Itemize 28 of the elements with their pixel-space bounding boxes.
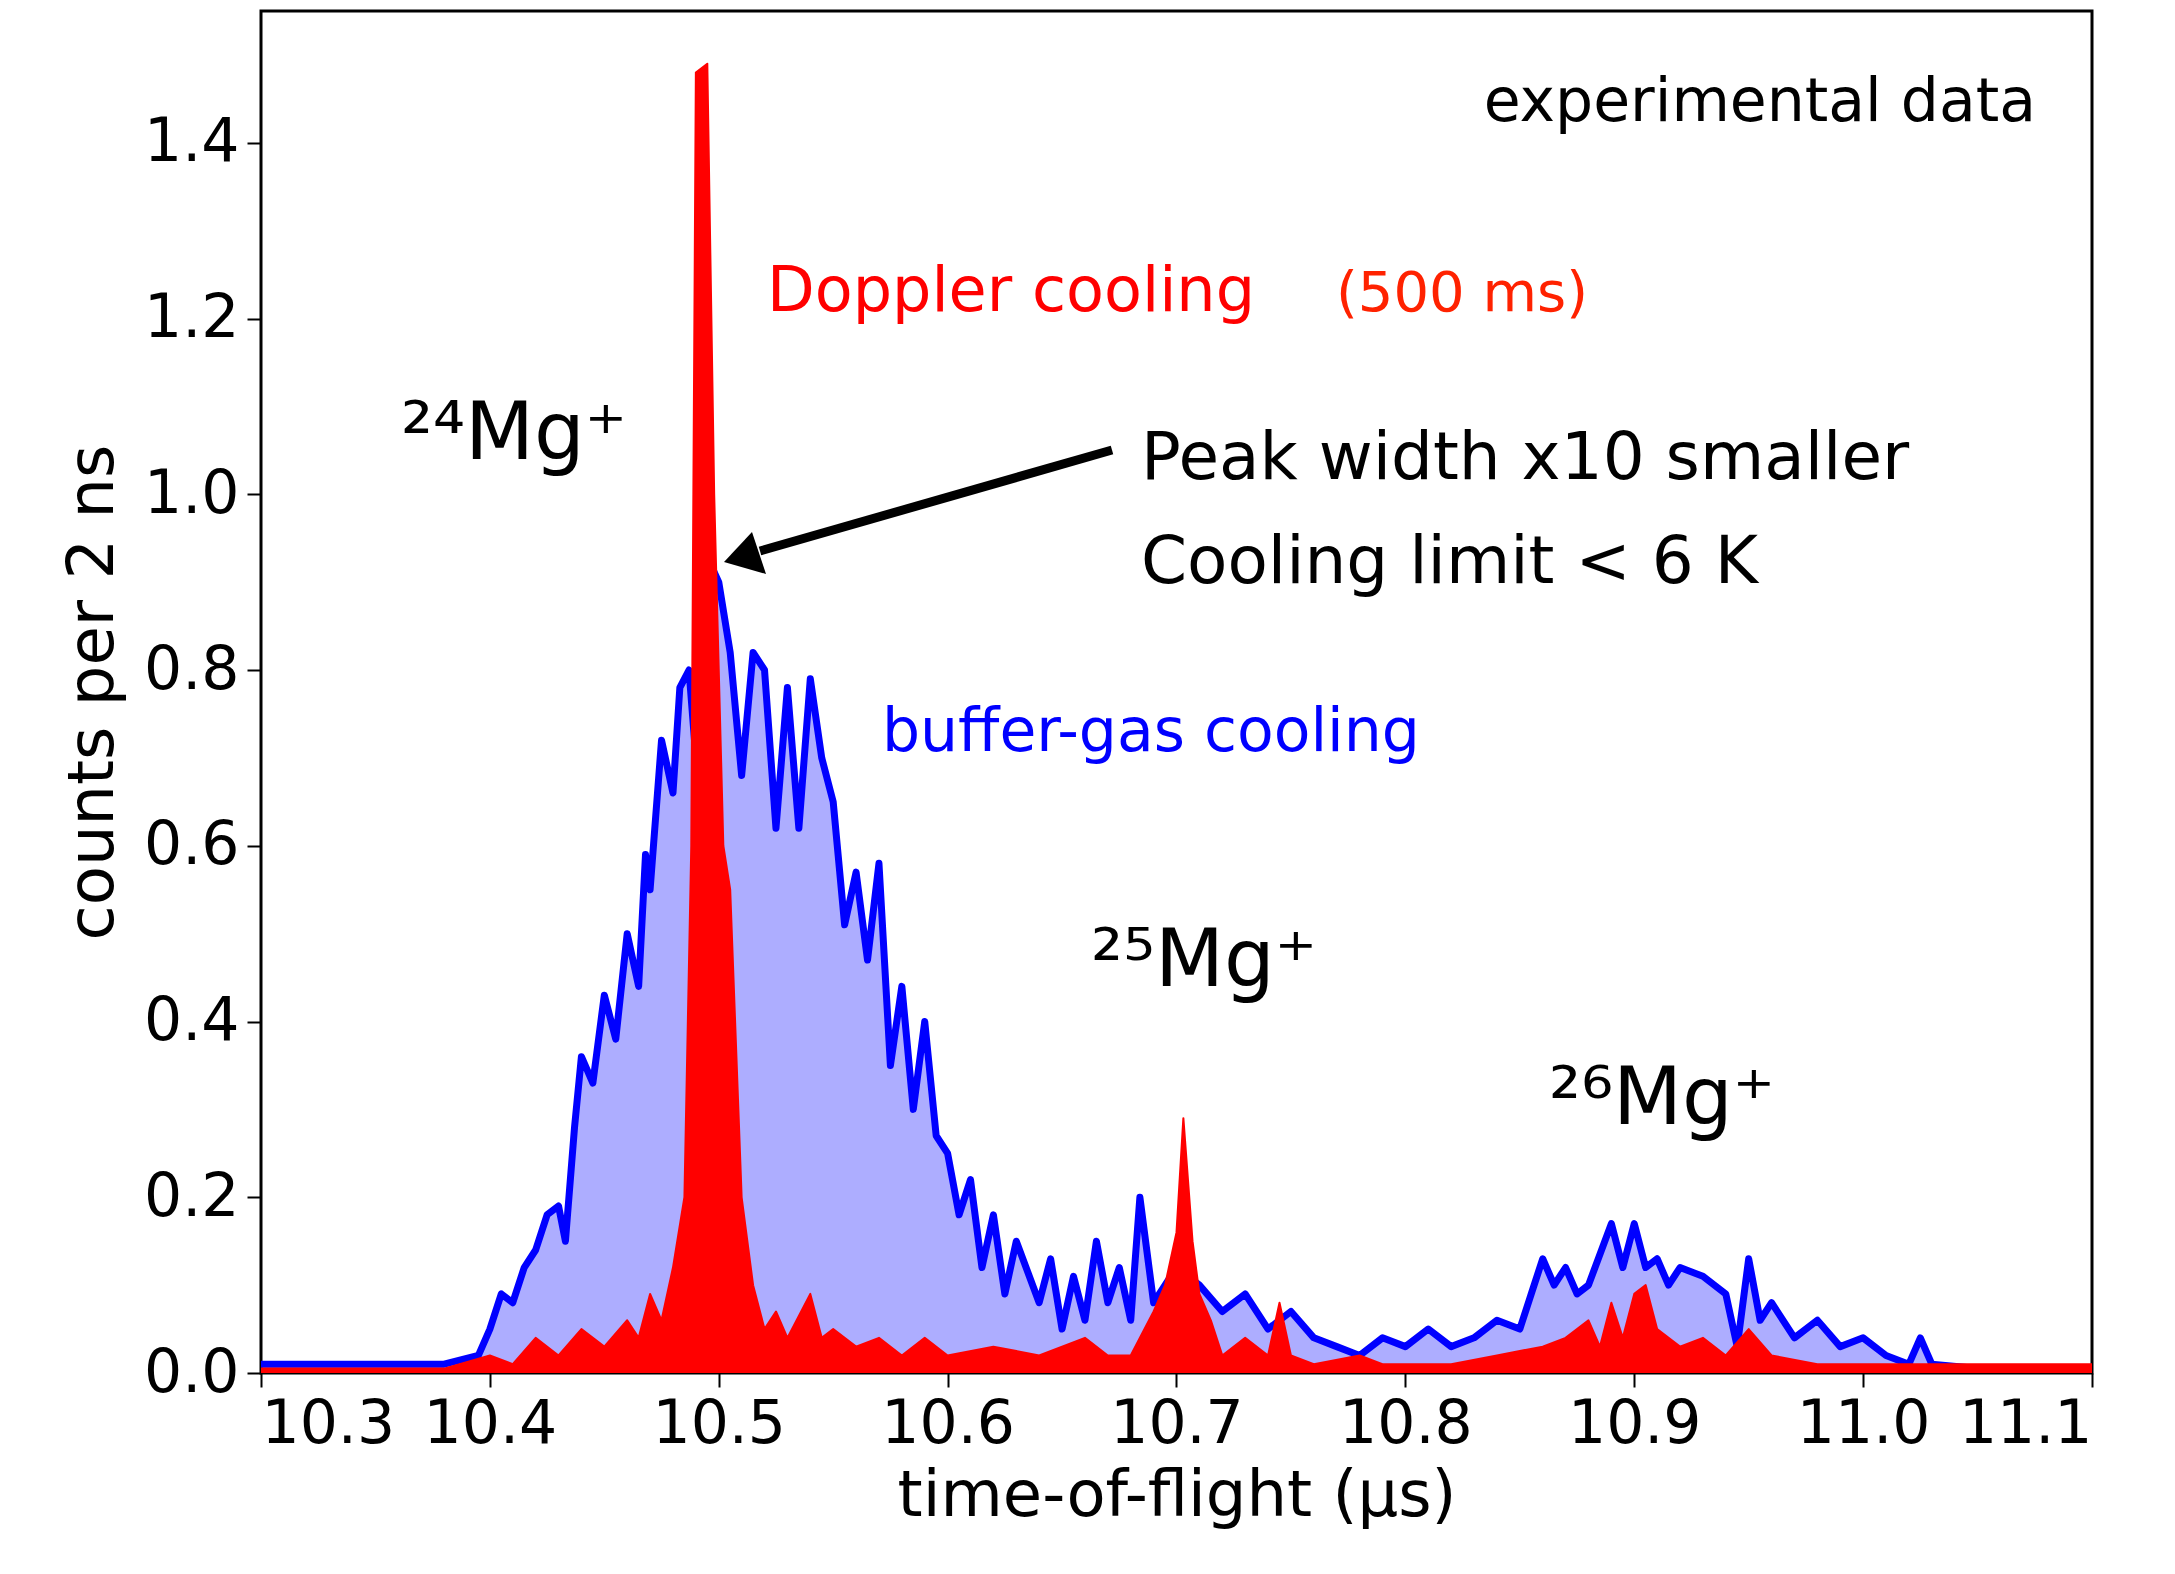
x-tick-label: 10.3 (261, 1386, 396, 1457)
x-tick-label: 10.8 (1339, 1386, 1473, 1457)
series-label: buffer-gas cooling (882, 695, 1420, 765)
annotation: Cooling limit < 6 K (1141, 522, 1760, 599)
y-tick-label: 1.0 (144, 456, 240, 527)
y-axis-title: counts per 2 ns (54, 444, 129, 941)
x-tick-label: 10.5 (652, 1386, 787, 1457)
y-tick-label: 0.2 (144, 1159, 240, 1230)
y-tick-label: 0.8 (144, 632, 240, 703)
annotation: (500 ms) (1336, 259, 1589, 324)
series-label: Doppler cooling (767, 253, 1256, 326)
annotation: experimental data (1483, 65, 2036, 135)
y-tick-label: 0.4 (144, 984, 240, 1055)
y-tick-label: 1.4 (144, 105, 240, 176)
y-tick-label: 0.6 (144, 808, 240, 879)
x-tick-label: 11.0 (1796, 1386, 1931, 1457)
x-tick-label: 10.6 (881, 1386, 1015, 1457)
annotation: ²⁶Mg⁺ (1548, 1050, 1776, 1143)
y-tick-label: 0.0 (144, 1335, 240, 1406)
x-axis-title: time-of-flight (μs) (897, 1456, 1457, 1531)
annotation: Peak width x10 smaller (1141, 418, 1911, 495)
x-tick-label: 11.1 (1958, 1386, 2093, 1457)
x-tick-label: 10.4 (423, 1386, 558, 1457)
annotation: ²⁵Mg⁺ (1090, 912, 1318, 1005)
annotation: ²⁴Mg⁺ (400, 385, 628, 478)
y-tick-label: 1.2 (144, 281, 240, 352)
x-tick-label: 10.7 (1110, 1386, 1244, 1457)
x-tick-label: 10.9 (1567, 1386, 1702, 1457)
